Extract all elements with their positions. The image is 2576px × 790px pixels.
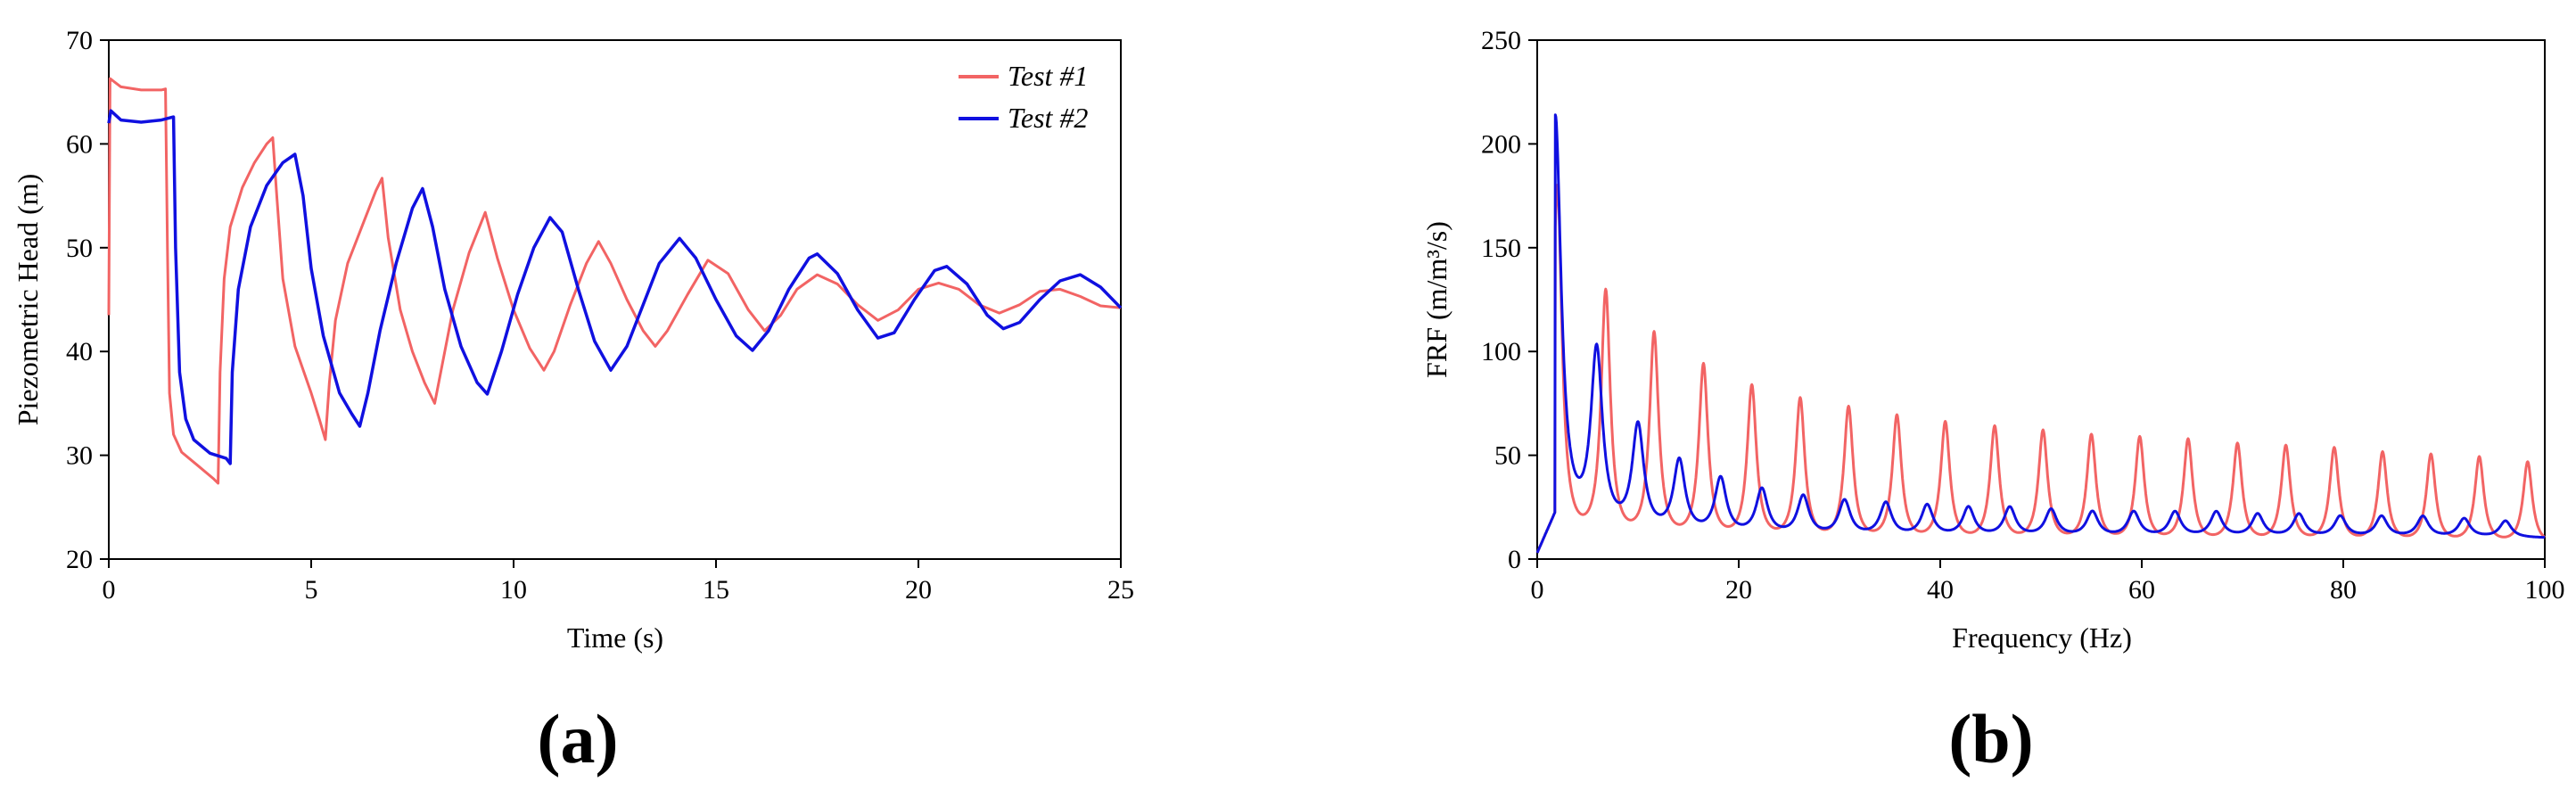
legend-label-test2: Test #2 — [1008, 102, 1088, 134]
panel-b-xlabel: Frequency (Hz) — [1952, 621, 2132, 654]
panel-b-ylabel: FRF (m/m³/s) — [1420, 221, 1453, 378]
b-ytick-label-4: 200 — [1481, 129, 1521, 159]
panel-a-chart: 20 30 40 50 60 70 0 5 10 15 20 25 Time (s) Piezome… — [12, 26, 1134, 778]
b-xtick-label-4: 80 — [2330, 575, 2357, 605]
a-ytick-label-2: 40 — [66, 337, 93, 366]
b-xtick-label-5: 100 — [2525, 575, 2565, 605]
panel-a-label: (a) — [538, 700, 619, 778]
a-ytick-label-3: 50 — [66, 234, 93, 263]
a-ytick-label-4: 60 — [66, 129, 93, 159]
panel-b-label: (b) — [1948, 700, 2033, 778]
a-xtick-label-4: 20 — [905, 575, 932, 605]
panel-b-series-2 — [1535, 113, 2546, 554]
a-ytick-label-0: 20 — [66, 545, 93, 574]
b-xtick-label-2: 40 — [1927, 575, 1954, 605]
b-ytick-label-3: 150 — [1481, 234, 1521, 263]
a-ytick-label-1: 30 — [66, 441, 93, 471]
legend-label-test1: Test #1 — [1008, 60, 1088, 92]
a-xtick-label-2: 10 — [500, 575, 527, 605]
panel-a-series-2 — [107, 109, 1123, 465]
panel-b-chart: 0 50 100 150 200 250 0 20 40 60 80 100 Frequency (… — [1420, 26, 2565, 778]
panel-b-plot-frame — [1536, 39, 2546, 560]
b-ytick-label-2: 100 — [1481, 337, 1521, 366]
b-xtick-label-1: 20 — [1725, 575, 1752, 605]
a-xtick-label-3: 15 — [703, 575, 729, 605]
panel-a-ylabel: Piezometric Head (m) — [12, 174, 44, 426]
panel-b-series-1 — [1535, 184, 2546, 554]
b-ytick-label-5: 250 — [1481, 26, 1521, 55]
panel-a-legend: Test #1 Test #2 — [959, 60, 1088, 134]
a-xtick-label-1: 5 — [305, 575, 318, 605]
b-ytick-label-1: 50 — [1494, 441, 1521, 471]
a-xtick-label-5: 25 — [1107, 575, 1134, 605]
panel-a-series-1 — [107, 77, 1122, 485]
b-ytick-label-0: 0 — [1508, 545, 1521, 574]
a-xtick-label-0: 0 — [103, 575, 116, 605]
a-ytick-label-5: 70 — [66, 26, 93, 55]
b-xtick-label-3: 60 — [2128, 575, 2155, 605]
b-xtick-label-0: 0 — [1531, 575, 1544, 605]
panel-a-xlabel: Time (s) — [567, 621, 663, 654]
